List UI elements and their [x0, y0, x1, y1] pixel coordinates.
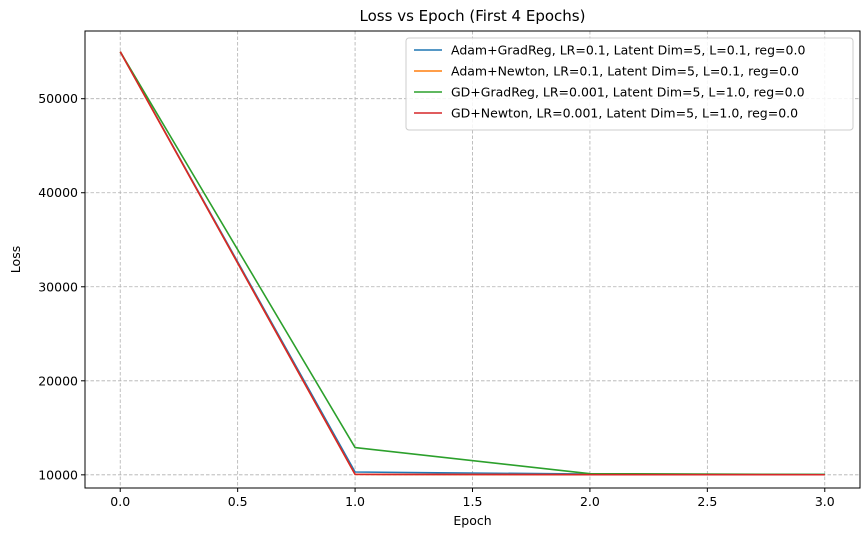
x-tick-label: 1.5 — [463, 494, 483, 509]
y-tick-label: 20000 — [38, 373, 78, 388]
x-tick-label: 0.5 — [228, 494, 248, 509]
x-tick-label: 2.5 — [697, 494, 717, 509]
legend: Adam+GradReg, LR=0.1, Latent Dim=5, L=0.… — [405, 37, 854, 131]
x-axis-label: Epoch — [453, 513, 491, 528]
x-tick-label: 1.0 — [345, 494, 365, 509]
x-tick-label: 2.0 — [580, 494, 600, 509]
legend-label-3: GD+GradReg, LR=0.001, Latent Dim=5, L=1.… — [451, 85, 805, 100]
legend-label-1: Adam+GradReg, LR=0.1, Latent Dim=5, L=0.… — [451, 43, 805, 58]
legend-box — [405, 37, 854, 131]
x-tick-label: 0.0 — [110, 494, 130, 509]
x-tick-label: 3.0 — [815, 494, 835, 509]
legend-label-2: Adam+Newton, LR=0.1, Latent Dim=5, L=0.1… — [451, 64, 799, 79]
y-tick-label: 40000 — [38, 185, 78, 200]
y-axis-label: Loss — [8, 246, 23, 273]
series-lines — [119, 51, 825, 476]
y-tick-label: 30000 — [38, 279, 78, 294]
legend-label-4: GD+Newton, LR=0.001, Latent Dim=5, L=1.0… — [451, 106, 798, 121]
y-tick-label: 50000 — [38, 91, 78, 106]
axis-ticks: 0.0 0.5 1.0 1.5 2.0 2.5 3.0 10000 20000 30000 4000… — [38, 91, 835, 509]
chart-title: Loss vs Epoch (First 4 Epochs) — [360, 7, 586, 25]
y-tick-label: 10000 — [38, 467, 78, 482]
series-line-4 — [119, 51, 825, 476]
